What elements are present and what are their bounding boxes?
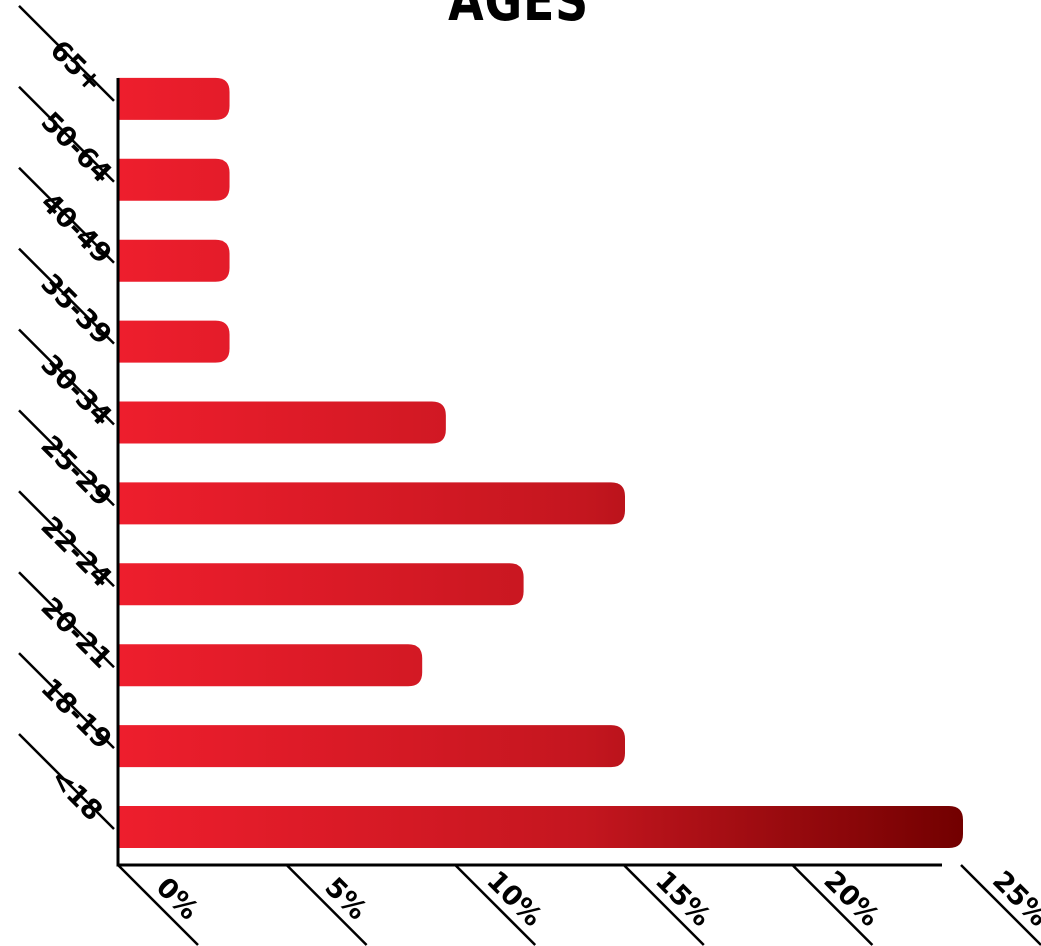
y-tick-label: 18-19 [35,673,118,756]
y-tick-label: <18 [44,763,108,827]
bar-4049 [118,239,230,282]
y-tick-label: 25-29 [35,430,118,513]
y-tick-label: 50-64 [35,106,118,189]
bar-3539 [118,320,230,363]
category-guide-line [18,571,115,669]
category-guide-line [18,490,115,588]
bar-2224 [118,563,524,606]
category-guide-line [18,247,115,345]
x-tick-guide-line [285,864,368,946]
y-tick-label: 30-34 [35,349,118,432]
bar-18 [118,806,963,848]
x-tick-guide-line [791,864,874,946]
x-tick-label: 0% [150,872,204,926]
category-guide-line [18,5,115,102]
y-tick-label: 40-49 [35,187,118,270]
category-guide-line [18,85,115,183]
x-tick-label: 5% [318,872,372,926]
bar-65 [118,77,230,120]
bar-5064 [118,158,230,201]
category-guide-line [18,328,115,426]
category-guide-line [18,409,115,507]
x-tick-guide-line [117,864,199,946]
x-tick-guide-line [454,864,537,946]
y-tick-label: 65+ [44,35,108,99]
bar-3034 [118,401,446,444]
y-tick-label: 35-39 [35,268,118,351]
x-tick-guide-line [960,864,1041,946]
category-guide-line [18,733,115,830]
y-tick-label: 22-24 [35,511,118,594]
bar-2021 [118,644,423,687]
category-guide-line [18,166,115,264]
bar-1819 [118,725,625,768]
category-guide-line [18,652,115,749]
bar-2529 [118,482,625,525]
x-tick-guide-line [622,864,705,946]
y-tick-label: 20-21 [35,592,118,675]
chart-title: AGES [448,0,590,34]
